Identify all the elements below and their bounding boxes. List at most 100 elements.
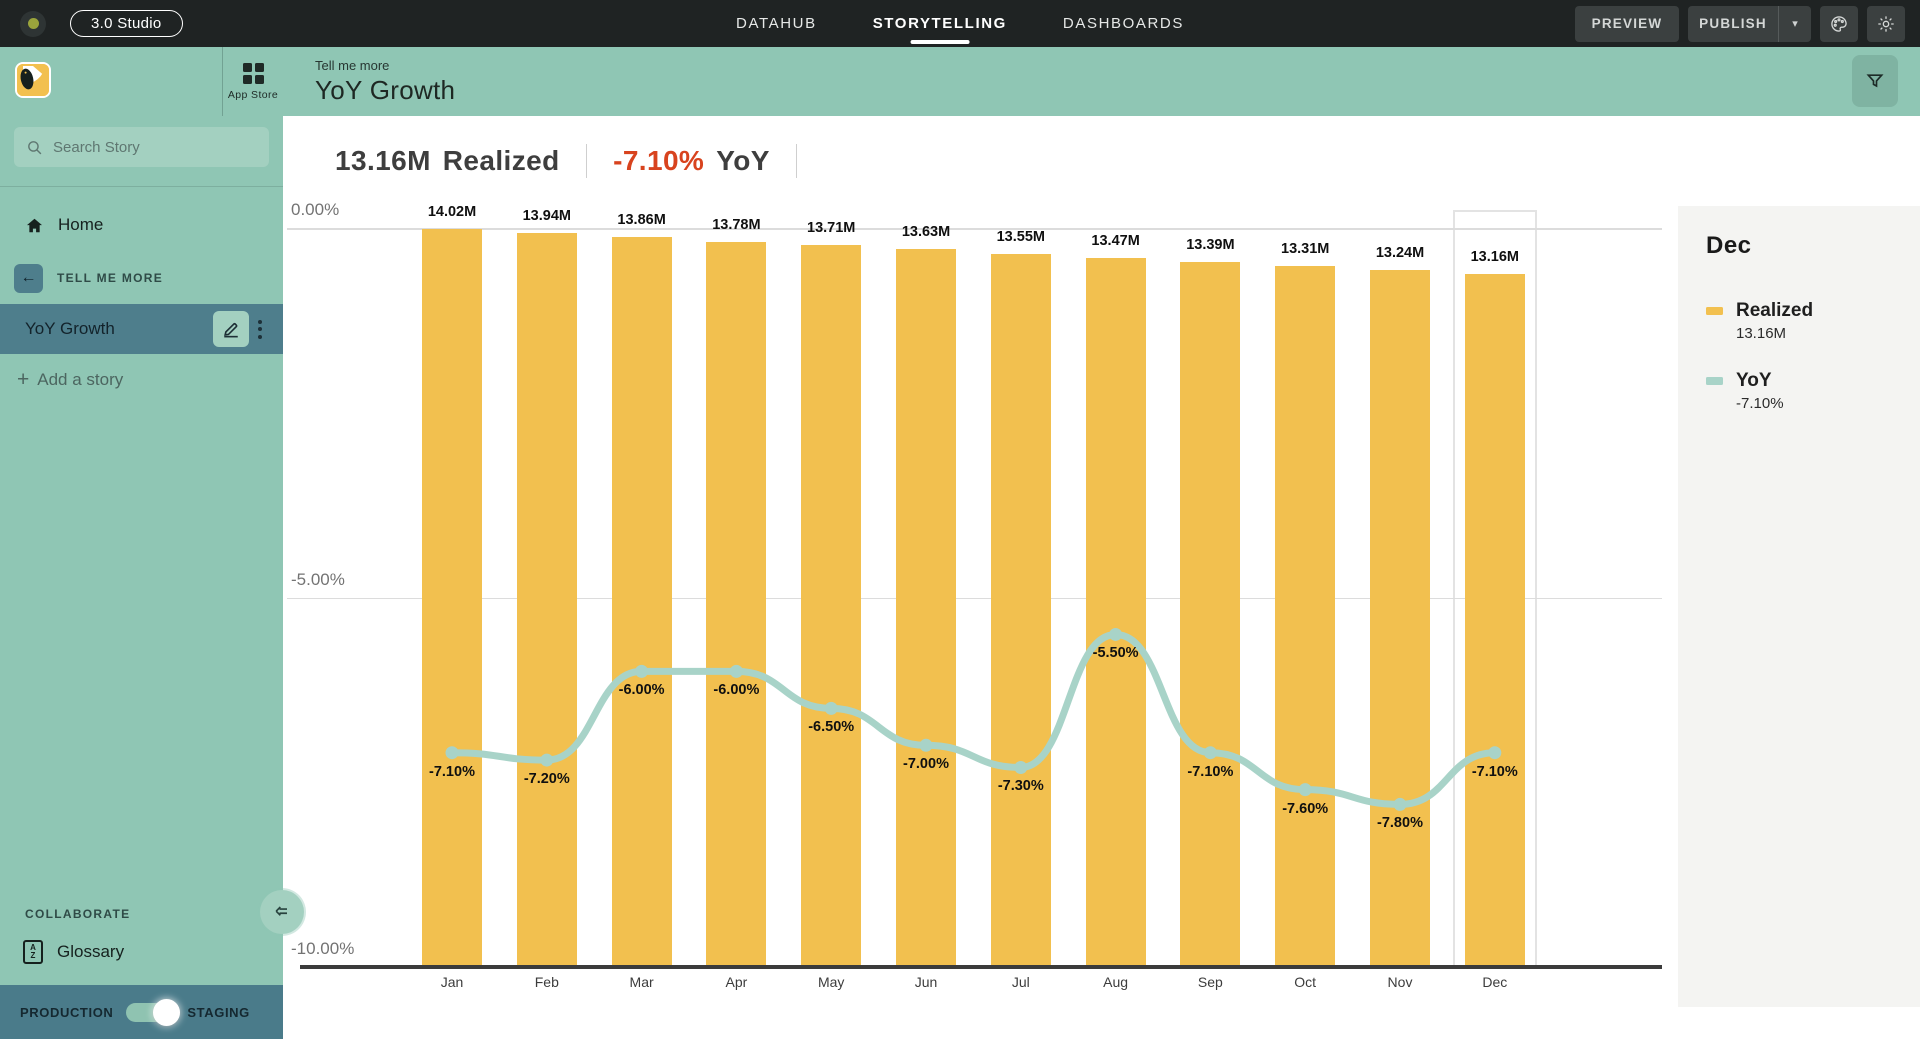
x-axis-label-jan: Jan (440, 974, 464, 990)
line-value-label: -5.50% (1092, 645, 1139, 662)
realized-kpi-value: 13.16M (335, 145, 431, 176)
bar-value-label: 13.16M (1470, 248, 1519, 265)
bar-realized-feb[interactable] (516, 233, 577, 967)
line-point-sep[interactable] (1203, 746, 1217, 760)
back-button[interactable]: ← (14, 263, 43, 293)
line-value-label: -7.60% (1282, 800, 1329, 817)
y-axis-tick: -5.00% (291, 569, 345, 589)
nav-tab-datahub[interactable]: DATAHUB (736, 15, 817, 32)
publish-button[interactable]: PUBLISH (1699, 16, 1767, 31)
gridline (287, 228, 1662, 230)
publish-dropdown-caret[interactable]: ▾ (1778, 5, 1811, 42)
bar-value-label: 14.02M (427, 204, 477, 220)
environment-switcher: PRODUCTION STAGING (0, 985, 283, 1039)
x-axis-label-jul: Jul (1011, 974, 1030, 990)
staging-label: STAGING (187, 1004, 250, 1020)
bar-realized-aug[interactable] (1085, 257, 1146, 967)
status-indicator-icon (27, 18, 39, 29)
sidebar-item-yoy-growth[interactable]: YoY Growth (0, 304, 283, 354)
bar-realized-dec[interactable] (1464, 273, 1525, 967)
bar-value-label: 13.47M (1091, 232, 1140, 249)
active-tab-underline (910, 40, 970, 44)
theme-palette-button[interactable] (1820, 5, 1858, 42)
line-point-jul[interactable] (1014, 760, 1028, 774)
yoy-kpi-value: -7.10% (613, 145, 705, 176)
filter-button[interactable] (1852, 55, 1898, 107)
preview-button[interactable]: PREVIEW (1575, 5, 1679, 42)
x-axis-label-jun: Jun (914, 974, 938, 990)
settings-button[interactable] (1867, 5, 1905, 42)
bar-realized-oct[interactable] (1275, 266, 1336, 967)
nav-tab-storytelling[interactable]: STORYTELLING (873, 0, 1007, 47)
edit-story-button[interactable] (213, 311, 249, 347)
home-icon (26, 218, 43, 232)
line-point-may[interactable] (824, 701, 838, 715)
x-axis-label-oct: Oct (1294, 974, 1317, 990)
environment-toggle[interactable] (126, 998, 181, 1026)
app-store-button[interactable]: App Store (222, 47, 283, 116)
bar-value-label: 13.55M (996, 228, 1045, 245)
collapse-panel-icon (275, 906, 287, 916)
x-axis-label-apr: Apr (725, 974, 748, 990)
story-options-button[interactable] (249, 311, 271, 347)
bar-realized-may[interactable] (801, 245, 862, 967)
x-axis-label-feb: Feb (534, 974, 559, 990)
collapse-sidebar-button[interactable] (260, 890, 304, 934)
bird-logo-icon (17, 64, 49, 96)
legend-item-yoy[interactable]: YoY -7.10% (1706, 370, 1892, 412)
line-value-label: -6.50% (808, 719, 855, 736)
bar-realized-jul[interactable] (990, 253, 1051, 967)
line-value-label: -7.10% (429, 763, 475, 780)
line-value-label: -7.80% (1377, 815, 1423, 832)
line-point-oct[interactable] (1298, 783, 1312, 797)
y-axis-tick: 0.00% (291, 200, 340, 219)
brand-zone: App Store (0, 47, 283, 116)
line-point-nov[interactable] (1393, 797, 1407, 811)
search-input[interactable] (53, 138, 257, 156)
bar-realized-nov[interactable] (1370, 269, 1430, 967)
top-navigation: DATAHUB STORYTELLING DASHBOARDS (736, 0, 1184, 47)
line-value-label: -6.00% (618, 682, 665, 699)
bar-realized-apr[interactable] (706, 241, 767, 967)
story-search[interactable] (14, 127, 269, 167)
add-story-button[interactable]: + Add a story (0, 357, 283, 403)
bar-value-label: 13.24M (1375, 244, 1425, 261)
toggle-knob[interactable] (153, 998, 181, 1026)
bar-value-label: 13.94M (522, 208, 571, 225)
line-point-aug[interactable] (1109, 627, 1123, 641)
page-title: YoY Growth (315, 75, 456, 105)
x-axis-label-sep: Sep (1197, 974, 1223, 990)
app-version-pill[interactable]: 3.0 Studio (70, 10, 183, 37)
line-point-apr[interactable] (729, 664, 743, 678)
x-axis-label-nov: Nov (1387, 974, 1413, 990)
nav-tab-dashboards[interactable]: DASHBOARDS (1062, 15, 1184, 32)
app-store-icon (242, 62, 264, 84)
production-label: PRODUCTION (20, 1004, 114, 1020)
app-logo[interactable] (15, 62, 51, 98)
line-path (448, 630, 1499, 808)
bar-realized-sep[interactable] (1180, 261, 1241, 967)
chart-canvas: 13.16M Realized -7.10% YoY 0.00% -5.00% -1… (283, 116, 1920, 1039)
status-dot-button[interactable] (20, 10, 46, 37)
line-point-feb[interactable] (540, 753, 554, 767)
collaborate-label: COLLABORATE (25, 907, 131, 921)
bar-realized-jun[interactable] (896, 249, 956, 967)
sidebar-item-home[interactable]: Home (0, 201, 283, 249)
line-point-mar[interactable] (635, 664, 649, 678)
x-axis-line (300, 965, 1662, 969)
bar-value-label: 13.78M (712, 216, 761, 233)
legend-name: Realized (1736, 300, 1814, 321)
line-point-jan[interactable] (445, 746, 459, 760)
bar-value-label: 13.71M (807, 220, 856, 237)
bar-value-label: 13.39M (1186, 236, 1235, 253)
line-value-label: -6.00% (713, 682, 760, 699)
line-point-jun[interactable] (919, 738, 933, 752)
bar-realized-mar[interactable] (611, 237, 672, 967)
panel-title: Dec (1706, 232, 1752, 259)
section-label: TELL ME MORE (57, 271, 164, 285)
y-axis-tick: -10.00% (291, 939, 355, 958)
legend-item-realized[interactable]: Realized 13.16M (1706, 300, 1892, 342)
line-point-dec[interactable] (1488, 746, 1502, 760)
bar-realized-jan[interactable] (422, 229, 482, 967)
